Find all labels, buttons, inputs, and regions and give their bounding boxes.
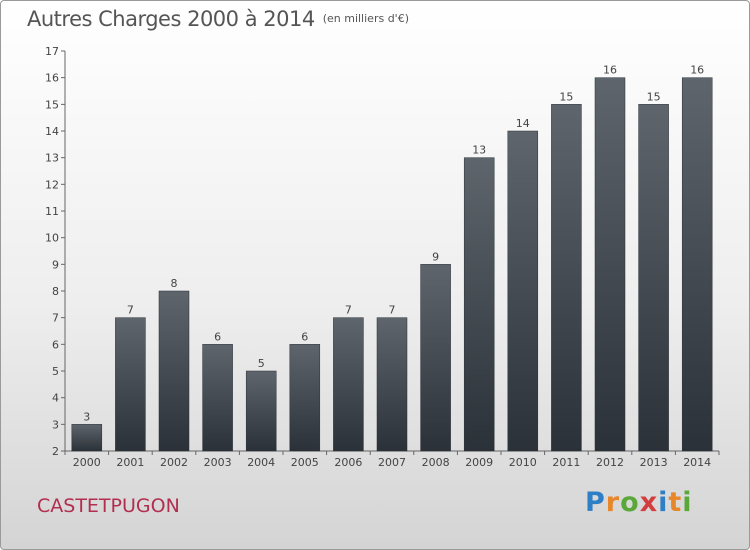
y-tick-label: 12 bbox=[45, 178, 59, 191]
logo-letter: o bbox=[620, 487, 640, 518]
x-tick-label: 2000 bbox=[73, 456, 101, 469]
bar-2001 bbox=[115, 317, 146, 452]
bar-2009 bbox=[463, 157, 495, 452]
y-tick-label: 10 bbox=[45, 232, 59, 245]
bar-2007 bbox=[376, 317, 408, 452]
x-tick-label: 2014 bbox=[683, 456, 711, 469]
bar-value-label: 8 bbox=[171, 277, 178, 290]
bar-2006 bbox=[333, 317, 364, 452]
bar-2012 bbox=[594, 77, 626, 452]
x-tick-label: 2009 bbox=[465, 456, 493, 469]
logo-letter: r bbox=[605, 487, 621, 518]
logo-letter: t bbox=[668, 487, 683, 518]
x-tick-label: 2010 bbox=[509, 456, 537, 469]
bar-2004 bbox=[245, 370, 277, 452]
bar-value-label: 7 bbox=[127, 304, 134, 317]
y-tick-label: 9 bbox=[52, 258, 59, 271]
y-tick-label: 3 bbox=[52, 418, 59, 431]
bar-2005 bbox=[289, 344, 321, 452]
logo-letter: i bbox=[658, 487, 669, 518]
logo-letter: P bbox=[585, 487, 606, 518]
chart-title-block: Autres Charges 2000 à 2014 (en milliers d… bbox=[27, 7, 409, 31]
x-tick-label: 2013 bbox=[640, 456, 668, 469]
bar-2010 bbox=[507, 130, 539, 452]
bar-series: 3 7 8 6 5 6 7 7 9 13 14 15 16 15 16 bbox=[71, 64, 713, 452]
bar-value-label: 13 bbox=[472, 144, 486, 157]
y-tick-label: 17 bbox=[45, 45, 59, 58]
x-axis: 2000 2001 2002 2003 2004 2005 2006 2007 2008 2009… bbox=[64, 450, 720, 469]
y-tick-label: 6 bbox=[52, 338, 59, 351]
y-tick-label: 11 bbox=[45, 205, 59, 218]
bar-2013 bbox=[638, 104, 669, 452]
x-tick-label: 2002 bbox=[160, 456, 188, 469]
y-tick-label: 16 bbox=[45, 72, 59, 85]
chart-title: Autres Charges 2000 à 2014 bbox=[27, 7, 315, 31]
y-tick-label: 14 bbox=[45, 125, 59, 138]
y-tick-label: 8 bbox=[52, 285, 59, 298]
x-tick-label: 2011 bbox=[552, 456, 580, 469]
x-tick-label: 2008 bbox=[422, 456, 450, 469]
bar-value-label: 15 bbox=[559, 90, 573, 103]
y-tick-label: 4 bbox=[52, 392, 59, 405]
bar-value-label: 3 bbox=[83, 410, 90, 423]
logo-letter: x bbox=[639, 487, 659, 518]
bar-value-label: 7 bbox=[345, 304, 352, 317]
bar-2003 bbox=[202, 344, 233, 452]
x-tick-label: 2004 bbox=[247, 456, 275, 469]
bar-2002 bbox=[158, 290, 190, 452]
bar-value-label: 16 bbox=[690, 64, 704, 77]
y-tick-label: 5 bbox=[52, 365, 59, 378]
bar-2000 bbox=[71, 424, 103, 452]
bar-2014 bbox=[681, 77, 713, 452]
y-axis: 2 3 4 5 6 7 8 9 10 11 12 13 14 15 16 17 bbox=[45, 45, 66, 458]
proxiti-logo: Proxiti bbox=[585, 487, 693, 518]
bar-2011 bbox=[551, 104, 582, 452]
bar-value-label: 15 bbox=[647, 90, 661, 103]
bar-value-label: 9 bbox=[432, 250, 439, 263]
y-tick-label: 7 bbox=[52, 312, 59, 325]
bar-value-label: 6 bbox=[301, 330, 308, 343]
bar-value-label: 5 bbox=[258, 357, 265, 370]
bar-value-label: 6 bbox=[214, 330, 221, 343]
x-tick-label: 2005 bbox=[291, 456, 319, 469]
x-tick-label: 2012 bbox=[596, 456, 624, 469]
chart-unit-note: (en milliers d'€) bbox=[322, 12, 409, 25]
x-tick-label: 2006 bbox=[334, 456, 362, 469]
x-tick-label: 2007 bbox=[378, 456, 406, 469]
bar-value-label: 14 bbox=[516, 117, 530, 130]
y-tick-label: 15 bbox=[45, 98, 59, 111]
x-tick-label: 2001 bbox=[116, 456, 144, 469]
y-tick-label: 2 bbox=[52, 445, 59, 458]
x-tick-label: 2003 bbox=[204, 456, 232, 469]
y-tick-label: 13 bbox=[45, 152, 59, 165]
bar-value-label: 16 bbox=[603, 64, 617, 77]
bar-2008 bbox=[420, 264, 451, 452]
commune-name: CASTETPUGON bbox=[37, 495, 180, 517]
logo-letter: i bbox=[682, 487, 693, 518]
bar-value-label: 7 bbox=[389, 304, 396, 317]
